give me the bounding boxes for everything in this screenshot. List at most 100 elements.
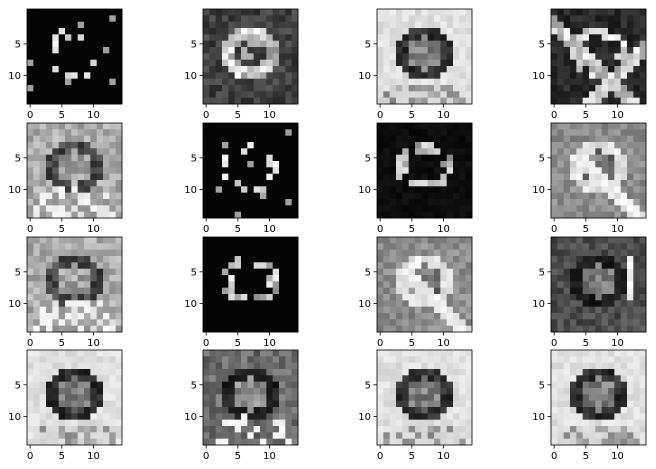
pixel <box>557 313 565 320</box>
pixel <box>383 438 391 446</box>
pixel <box>228 161 236 168</box>
pixel <box>396 9 403 16</box>
pixel <box>253 161 261 168</box>
pixel <box>595 85 603 92</box>
pixel <box>285 249 293 257</box>
pixel <box>639 319 647 327</box>
pixel <box>408 388 416 395</box>
pixel <box>71 135 79 143</box>
pixel <box>639 275 647 282</box>
pixel <box>272 369 280 376</box>
pixel <box>291 262 299 270</box>
pixel <box>427 53 435 61</box>
pixel <box>279 256 286 263</box>
pixel <box>595 362 603 370</box>
pixel <box>65 407 72 414</box>
pixel <box>84 243 91 251</box>
pixel <box>215 375 223 383</box>
pixel <box>608 9 615 16</box>
pixel <box>96 186 104 194</box>
pixel <box>90 413 98 421</box>
pixel <box>260 325 267 333</box>
pixel <box>377 350 384 357</box>
pixel <box>247 319 255 327</box>
pixel <box>408 78 416 86</box>
pixel <box>408 375 416 383</box>
pixel <box>228 419 236 427</box>
pixel <box>77 256 85 263</box>
pixel <box>27 256 34 263</box>
pixel <box>614 9 622 16</box>
pixel <box>589 15 596 23</box>
pixel <box>247 275 255 282</box>
pixel <box>39 180 47 187</box>
pixel <box>203 40 210 48</box>
pixel <box>563 199 571 206</box>
pixel <box>627 319 634 327</box>
pixel <box>109 419 117 427</box>
pixel <box>421 180 429 187</box>
pixel <box>90 173 98 181</box>
pixel <box>39 262 47 270</box>
pixel <box>228 21 236 29</box>
pixel <box>272 268 280 276</box>
pixel <box>266 413 274 421</box>
pixel <box>453 34 460 42</box>
pixel <box>33 275 41 282</box>
pixel <box>421 419 429 427</box>
pixel <box>601 180 609 187</box>
pixel <box>203 300 210 308</box>
pixel <box>84 78 91 86</box>
pixel <box>247 375 255 383</box>
pixel <box>96 262 104 270</box>
pixel <box>614 78 622 86</box>
pixel <box>65 53 72 61</box>
pixel <box>582 59 590 67</box>
pixel <box>260 426 267 433</box>
pixel <box>77 167 85 175</box>
pixel <box>633 281 641 289</box>
pixel <box>272 135 280 143</box>
pixel <box>459 21 467 29</box>
pixel <box>115 419 123 427</box>
pixel <box>52 40 60 48</box>
pixel <box>234 9 242 16</box>
pixel <box>215 72 223 80</box>
pixel <box>389 53 397 61</box>
pixel <box>453 419 460 427</box>
pixel <box>260 9 267 16</box>
pixel <box>203 180 210 187</box>
pixel <box>570 388 577 395</box>
pixel <box>222 135 229 143</box>
pixel <box>285 268 293 276</box>
pixel <box>272 262 280 270</box>
pixel <box>65 413 72 421</box>
pixel <box>39 78 47 86</box>
pixel <box>33 381 41 389</box>
pixel <box>427 300 435 308</box>
pixel <box>84 262 91 270</box>
pixel <box>203 319 210 327</box>
pixel <box>408 34 416 42</box>
pixel <box>260 180 267 187</box>
pixel <box>408 148 416 156</box>
pixel <box>396 15 403 23</box>
pixel <box>459 281 467 289</box>
pixel <box>27 192 34 200</box>
pixel <box>582 375 590 383</box>
pixel <box>639 369 647 376</box>
pixel <box>396 400 403 408</box>
pixel <box>608 325 615 333</box>
pixel <box>608 300 615 308</box>
pixel <box>203 154 210 162</box>
pixel <box>582 78 590 86</box>
pixel <box>639 47 647 54</box>
pixel <box>639 15 647 23</box>
pixel <box>234 192 242 200</box>
pixel <box>77 243 85 251</box>
pixel <box>570 381 577 389</box>
pixel <box>279 356 286 364</box>
